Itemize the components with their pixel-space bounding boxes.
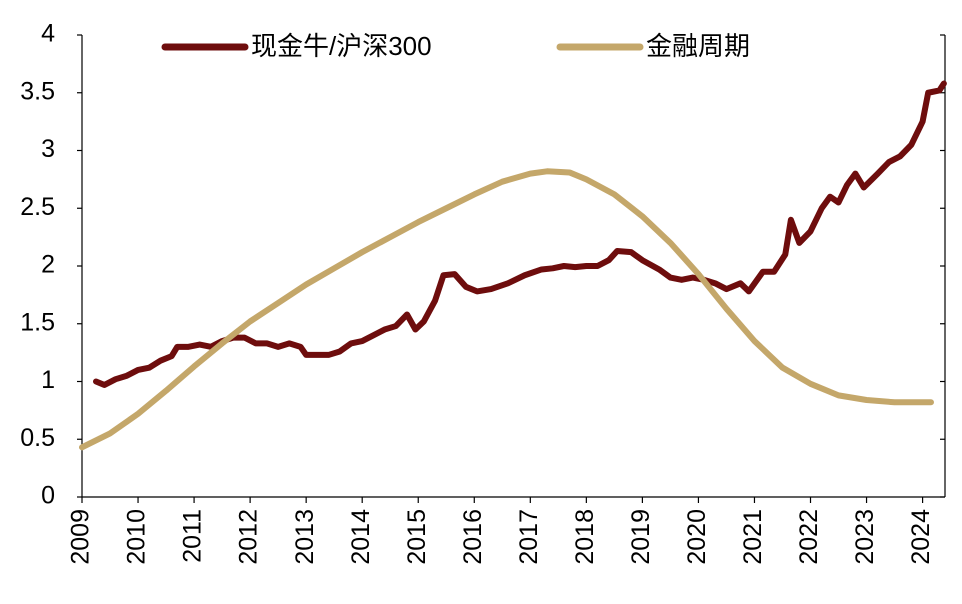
x-tick-label: 2014: [347, 509, 375, 565]
x-tick-label: 2013: [291, 509, 319, 565]
x-tick-label: 2021: [739, 509, 767, 565]
y-tick-label: 0: [41, 482, 55, 510]
y-tick-label: 4: [41, 20, 55, 48]
x-tick-label: 2011: [179, 509, 207, 563]
x-tick-label: 2024: [907, 509, 935, 565]
x-tick-label: 2018: [571, 509, 599, 565]
x-tick-label: 2012: [235, 509, 263, 565]
legend-label: 金融周期: [646, 31, 750, 61]
y-tick-label: 0.5: [20, 424, 55, 452]
x-tick-label: 2020: [683, 509, 711, 565]
x-tick-label: 2010: [123, 509, 151, 565]
x-tick-label: 2009: [67, 509, 95, 565]
x-tick-label: 2015: [403, 509, 431, 565]
series-line: [79, 168, 934, 451]
x-tick-label: 2016: [459, 509, 487, 565]
y-tick-label: 3.5: [20, 77, 55, 105]
x-tick-label: 2017: [515, 509, 543, 565]
y-tick-label: 1: [41, 366, 55, 394]
y-tick-label: 2: [41, 251, 55, 279]
x-tick-label: 2019: [627, 509, 655, 565]
y-tick-label: 2.5: [20, 193, 55, 221]
y-tick-label: 1.5: [20, 308, 55, 336]
x-tick-label: 2023: [851, 509, 879, 565]
x-tick-label: 2022: [795, 509, 823, 565]
legend-label: 现金牛/沪深300: [251, 31, 432, 61]
y-tick-label: 3: [41, 135, 55, 163]
